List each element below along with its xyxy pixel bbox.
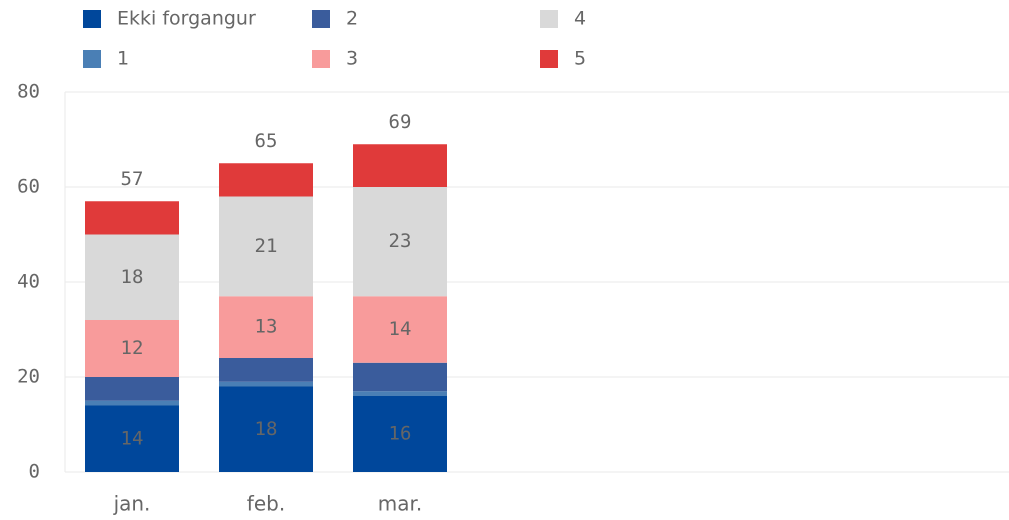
bar-segment — [85, 405, 179, 472]
total-label: 69 — [389, 111, 412, 133]
bar-segment — [353, 396, 447, 472]
bar-segment — [219, 296, 313, 358]
bar-segment — [85, 400, 179, 406]
segment-label: 12 — [121, 337, 144, 359]
bar-segment — [85, 234, 179, 320]
bar-segment — [353, 144, 447, 187]
legend-label: 3 — [346, 48, 358, 70]
bar-segment — [353, 296, 447, 363]
y-tick-label: 80 — [17, 81, 40, 103]
bar-segment — [219, 196, 313, 297]
segment-label: 16 — [389, 423, 412, 445]
total-label: 57 — [121, 168, 144, 190]
legend-label: 2 — [346, 8, 358, 30]
legend-label: 5 — [574, 48, 586, 70]
bar-segment — [219, 381, 313, 387]
y-tick-label: 0 — [29, 461, 40, 483]
legend-label: 1 — [117, 48, 129, 70]
legend-label: Ekki forgangur — [117, 8, 256, 30]
total-label: 65 — [255, 130, 278, 152]
segment-label: 14 — [121, 427, 144, 449]
legend-swatch — [83, 10, 101, 28]
x-tick-label: jan. — [113, 492, 151, 516]
legend-swatch — [312, 50, 330, 68]
x-tick-label: mar. — [378, 492, 422, 516]
y-tick-label: 20 — [17, 366, 40, 388]
bar-segment — [219, 386, 313, 472]
legend-swatch — [83, 50, 101, 68]
bar-segment — [85, 201, 179, 235]
bar-segment — [85, 377, 179, 401]
segment-label: 23 — [389, 230, 412, 252]
legend-swatch — [540, 10, 558, 28]
bar-segment — [219, 163, 313, 197]
legend-swatch — [312, 10, 330, 28]
x-tick-label: feb. — [247, 492, 285, 516]
y-tick-label: 40 — [17, 271, 40, 293]
legend-label: 4 — [574, 8, 586, 30]
legend-swatch — [540, 50, 558, 68]
segment-label: 13 — [255, 316, 278, 338]
segment-label: 21 — [255, 235, 278, 257]
bar-segment — [219, 358, 313, 382]
bar-segment — [85, 320, 179, 377]
bar-segment — [353, 391, 447, 396]
segment-label: 14 — [389, 318, 412, 340]
segment-label: 18 — [255, 418, 278, 440]
y-tick-label: 60 — [17, 176, 40, 198]
bar-segment — [353, 362, 447, 392]
bar-segment — [353, 187, 447, 297]
segment-label: 18 — [121, 266, 144, 288]
